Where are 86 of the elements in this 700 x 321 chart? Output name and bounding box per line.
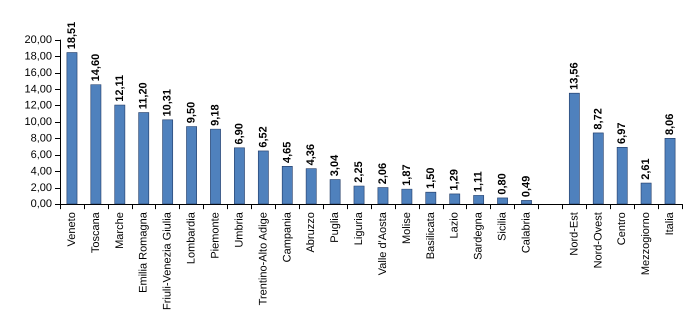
bar <box>282 166 293 204</box>
data-label: 1,87 <box>400 164 413 186</box>
bar <box>306 168 317 204</box>
bar <box>473 195 484 204</box>
x-tick-label: Lazio <box>448 212 461 238</box>
bar <box>138 112 150 204</box>
bar <box>90 84 102 204</box>
x-tick-label: Centro <box>616 212 628 246</box>
x-tick-label: Abruzzo <box>305 212 318 253</box>
x-tick-label: Mezzogiorno <box>640 212 652 276</box>
x-tick-label: Italia <box>664 211 676 236</box>
x-tick-label: Liguria <box>353 211 366 246</box>
x-tick-label: Piemonte <box>210 212 222 259</box>
data-label: 6,97 <box>616 122 628 144</box>
data-label: 0,49 <box>520 176 532 198</box>
y-tick-label: 14,00 <box>24 83 52 96</box>
bar <box>186 126 197 204</box>
bar <box>664 138 676 204</box>
data-label: 6,52 <box>257 126 270 148</box>
data-label: 2,61 <box>640 158 652 180</box>
x-tick-label: Toscana <box>90 211 102 254</box>
x-tick-label: Campania <box>281 211 294 262</box>
bar <box>114 104 126 204</box>
data-label: 0,80 <box>496 173 509 195</box>
bar <box>258 150 269 204</box>
x-tick-label: Umbria <box>233 211 246 248</box>
x-tick-label: Valle d'Aosta <box>376 211 389 276</box>
bar <box>330 179 340 204</box>
data-label: 18,51 <box>66 22 78 50</box>
data-label: 1,50 <box>424 167 437 189</box>
bar <box>162 120 174 204</box>
x-tick-label: Lombardia <box>186 211 198 264</box>
bar <box>568 92 580 204</box>
y-tick-label: 20,00 <box>24 34 52 46</box>
data-label: 11,20 <box>138 82 150 110</box>
x-tick-label: Emilia Romagna <box>138 211 150 293</box>
data-label: 10,31 <box>162 89 174 117</box>
data-label: 12,11 <box>114 74 126 102</box>
x-tick-label: Molise <box>400 212 413 244</box>
bar <box>592 132 604 204</box>
data-label: 8,72 <box>592 108 604 130</box>
data-label: 13,56 <box>568 62 580 90</box>
bar <box>425 192 436 204</box>
x-tick-label: Sardegna <box>472 211 485 260</box>
x-tick-label: Veneto <box>66 212 78 246</box>
data-label: 1,11 <box>472 171 485 192</box>
data-label: 4,65 <box>281 142 294 164</box>
bar <box>449 194 460 204</box>
x-tick-label: Marche <box>114 212 126 249</box>
x-tick-label: Nord-Ovest <box>592 212 604 268</box>
bar <box>210 128 221 204</box>
bar <box>402 188 412 204</box>
data-label: 2,06 <box>376 162 389 184</box>
y-tick-label: 10,00 <box>24 116 52 128</box>
bar <box>640 182 652 204</box>
bar <box>234 148 245 204</box>
y-tick-label: 4,00 <box>30 165 52 178</box>
bar <box>497 198 508 204</box>
x-tick-label: Calabria <box>520 211 532 254</box>
data-label: 3,04 <box>329 154 342 176</box>
x-tick-label: Puglia <box>329 211 342 243</box>
bar <box>521 200 532 204</box>
x-tick-label: Sicilia <box>496 211 509 241</box>
data-label: 1,29 <box>448 169 461 191</box>
data-label: 2,25 <box>353 161 366 183</box>
y-tick-label: 6,00 <box>30 148 52 161</box>
bar <box>378 187 388 204</box>
x-tick-label: Friuli-Venezia Giulia <box>162 211 174 310</box>
y-tick-label: 16,00 <box>24 66 52 79</box>
data-label: 8,06 <box>664 114 676 136</box>
data-label: 6,90 <box>233 123 246 145</box>
data-label: 9,18 <box>210 104 222 126</box>
y-tick-label: 2,00 <box>30 182 52 194</box>
x-tick-label: Nord-Est <box>568 212 580 256</box>
x-tick-label: Trentino-Alto Adige <box>257 212 270 306</box>
y-tick-label: 8,00 <box>30 132 52 145</box>
y-tick-label: 12,00 <box>24 100 52 112</box>
x-tick-label: Basilicata <box>424 211 437 260</box>
data-label: 14,60 <box>90 54 102 82</box>
y-tick-label: 18,00 <box>24 50 52 62</box>
bar <box>616 146 628 204</box>
bar <box>66 52 78 204</box>
data-label: 9,50 <box>186 102 198 124</box>
bar <box>354 186 364 204</box>
data-label: 4,36 <box>305 144 318 166</box>
y-tick-label: 0,00 <box>30 198 52 210</box>
